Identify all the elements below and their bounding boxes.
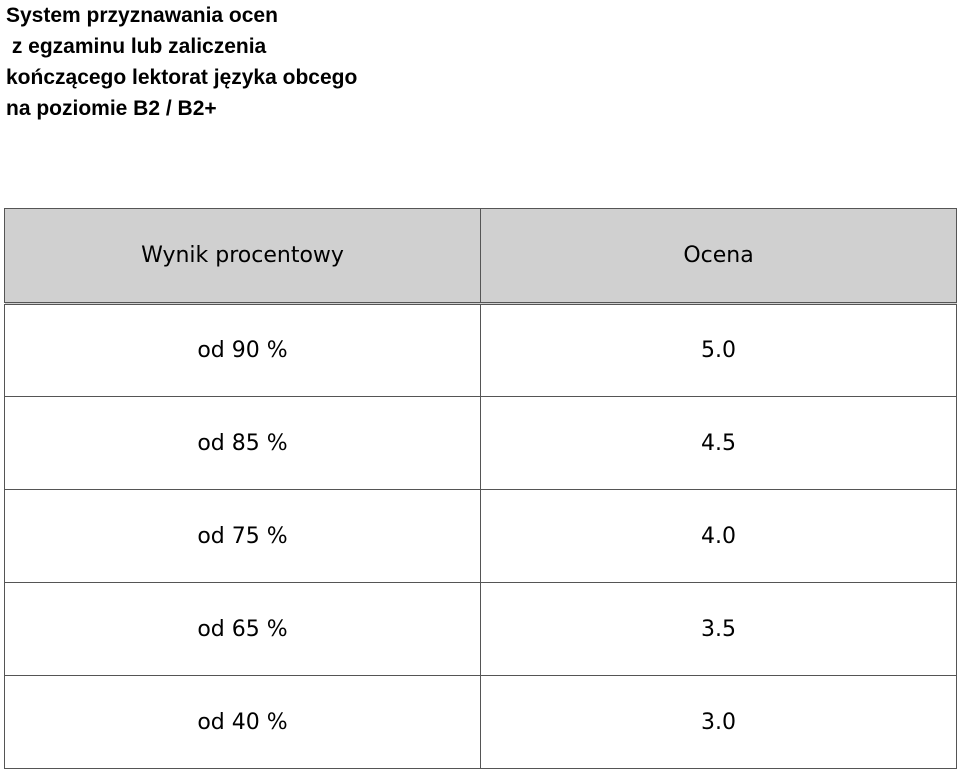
table-row: od 85 % 4.5: [4, 396, 957, 490]
score-cell: od 90 %: [4, 303, 481, 397]
header-percentage-score: Wynik procentowy: [4, 208, 481, 305]
grading-table: Wynik procentowy Ocena od 90 % 5.0 od 85…: [4, 208, 957, 769]
grade-cell: 4.0: [480, 489, 957, 583]
title-line-4: na poziomie B2 / B2+: [6, 97, 217, 120]
table-header-row: Wynik procentowy Ocena: [4, 208, 957, 305]
score-cell: od 65 %: [4, 582, 481, 676]
score-cell: od 85 %: [4, 396, 481, 490]
table-row: od 90 % 5.0: [4, 303, 957, 397]
table-row: od 40 % 3.0: [4, 675, 957, 769]
document-title: System przyznawania ocen z egzaminu lub …: [6, 0, 606, 124]
grade-cell: 5.0: [480, 303, 957, 397]
title-line-3: kończącego lektorat języka obcego: [6, 66, 358, 89]
grade-cell: 3.5: [480, 582, 957, 676]
header-grade: Ocena: [480, 208, 957, 305]
table-row: od 65 % 3.5: [4, 582, 957, 676]
score-cell: od 75 %: [4, 489, 481, 583]
title-line-1: System przyznawania ocen: [6, 4, 278, 27]
grade-cell: 4.5: [480, 396, 957, 490]
score-cell: od 40 %: [4, 675, 481, 769]
grade-cell: 3.0: [480, 675, 957, 769]
title-line-2: z egzaminu lub zaliczenia: [6, 35, 267, 58]
table-row: od 75 % 4.0: [4, 489, 957, 583]
